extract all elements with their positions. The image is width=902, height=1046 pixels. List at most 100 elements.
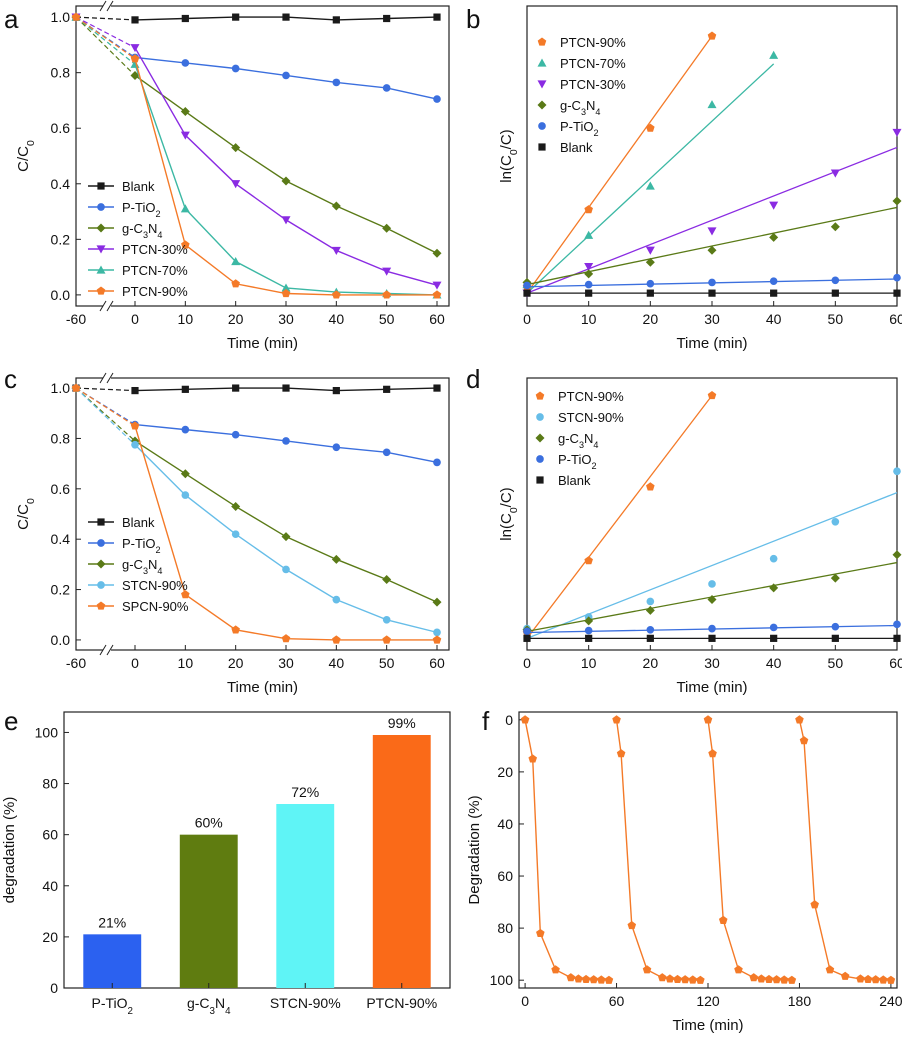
bar — [372, 735, 431, 988]
data-point-cycle-3 — [734, 965, 743, 974]
label-part: g-C — [122, 221, 143, 236]
legend-marker-ptio2 — [536, 455, 544, 463]
axis-break-mark — [99, 372, 107, 384]
data-point-cycle-1 — [597, 975, 606, 984]
y-tick-label: 40 — [42, 878, 58, 894]
x-axis-title: Time (min) — [672, 1017, 743, 1034]
axis-break-mark — [106, 372, 114, 384]
y-axis-title: C/C0 — [15, 498, 37, 530]
label-part: 2 — [593, 128, 598, 138]
data-point-gcn — [130, 70, 140, 80]
y-tick-label: 0.8 — [51, 65, 71, 81]
data-point-cycle-2 — [688, 975, 698, 984]
legend-marker-stcn90 — [536, 413, 544, 421]
x-tick-label: 120 — [696, 993, 720, 1009]
data-point-ptio2 — [523, 281, 531, 290]
data-point-gcn — [707, 245, 717, 255]
data-point-ptcn30 — [231, 180, 241, 189]
data-point-cycle-2 — [627, 921, 637, 930]
data-point-gcn — [281, 532, 291, 542]
label-part: PTCN-90% — [122, 284, 188, 299]
data-point-cycle-2 — [696, 975, 705, 984]
x-axis-title: Time (min) — [227, 335, 298, 352]
chart-panel-e: 0 20 40 60 80 100 21% P-TiO2 60% g-C3N4 72% STCN-90… — [1, 711, 451, 1017]
label-part: 2 — [591, 461, 596, 471]
data-point-stcn90 — [382, 615, 391, 624]
data-point-blank — [282, 384, 290, 392]
cycle-line-2 — [615, 719, 701, 981]
data-point-cycle-2 — [657, 973, 667, 982]
data-point-ptio2 — [332, 443, 341, 452]
ylabel-part: /C) — [498, 129, 515, 149]
data-point-ptcn30 — [180, 131, 190, 140]
x-tick-label: 180 — [788, 993, 812, 1009]
legend-label-gcn: g-C3N4 — [122, 221, 162, 240]
label-part: g-C — [558, 431, 579, 446]
data-point-ptio2 — [231, 64, 240, 73]
data-point-gcn — [830, 222, 840, 232]
fit-line-ptcn70 — [526, 63, 775, 294]
label-part: 4 — [157, 230, 162, 240]
legend-label-blank: Blank — [560, 140, 593, 155]
data-point-stcn90 — [646, 597, 655, 606]
y-tick-label: 100 — [490, 972, 514, 988]
data-point-stcn90 — [769, 554, 778, 563]
axis-break-mark — [106, 0, 114, 12]
data-point-ptio2 — [893, 273, 901, 282]
data-point-ptcn30 — [707, 227, 717, 236]
data-point-ptcn30 — [830, 169, 840, 178]
cycle-line-4 — [798, 719, 891, 981]
legend-marker-gcn — [537, 100, 547, 110]
label-part: P-TiO — [122, 536, 155, 551]
data-point-ptcn30 — [331, 246, 341, 255]
y-tick-label: 80 — [42, 776, 58, 792]
data-point-cycle-3 — [708, 749, 717, 758]
x-tick-label: 10 — [581, 311, 597, 327]
label-part: PTCN-30% — [560, 77, 626, 92]
data-point-cycle-2 — [665, 974, 675, 983]
legend-label-gcn: g-C3N4 — [558, 431, 598, 450]
label-part: PTCN-30% — [122, 242, 188, 257]
category-label: STCN-90% — [270, 995, 341, 1011]
data-point-ptcn90 — [71, 12, 81, 21]
data-point-spcn90 — [432, 635, 442, 644]
bar-value-label: 72% — [291, 784, 319, 800]
legend-label-ptcn90: PTCN-90% — [122, 284, 188, 299]
data-point-stcn90 — [893, 467, 901, 476]
data-point-blank — [131, 386, 139, 395]
data-point-ptio2 — [523, 627, 531, 636]
y-tick-label: 0.0 — [51, 632, 71, 648]
bar-value-label: 60% — [195, 815, 223, 831]
y-tick-label: 0 — [50, 980, 58, 996]
chart-panel-b: 0 10 20 30 40 50 60PTCN-90%PTCN-70%PTCN-30%g-C… — [498, 5, 902, 352]
y-tick-label: 0.6 — [51, 481, 71, 497]
data-point-stcn90 — [131, 440, 139, 449]
data-point-cycle-1 — [566, 973, 576, 982]
data-point-ptio2 — [769, 623, 778, 632]
data-point-gcn — [432, 597, 442, 607]
label-part: 4 — [157, 566, 162, 576]
fit-line-ptcn90 — [526, 395, 713, 639]
label-part: P-TiO — [560, 119, 593, 134]
legend-marker-gcn — [535, 433, 545, 443]
legend-marker-ptcn70 — [537, 58, 547, 67]
y-tick-label: 80 — [497, 920, 513, 936]
x-tick-label: 0 — [131, 655, 139, 671]
data-point-cycle-1 — [536, 928, 545, 937]
y-axis-title: Degradation (%) — [466, 795, 483, 904]
data-point-cycle-1 — [589, 975, 598, 984]
series-break-segment — [75, 387, 136, 446]
data-point-spcn90 — [382, 635, 391, 644]
data-point-ptcn90 — [584, 205, 593, 214]
data-point-cycle-4 — [810, 900, 819, 909]
data-point-blank — [433, 384, 441, 392]
y-tick-label: 1.0 — [51, 9, 71, 25]
y-tick-label: 0.2 — [51, 231, 71, 247]
label-part: 3 — [581, 107, 586, 117]
label-part: 4 — [595, 107, 600, 117]
x-tick-label: 60 — [429, 655, 445, 671]
ylabel-subscript: 0 — [508, 507, 520, 513]
plot-frame — [518, 711, 898, 989]
label-part: STCN-90% — [122, 578, 188, 593]
